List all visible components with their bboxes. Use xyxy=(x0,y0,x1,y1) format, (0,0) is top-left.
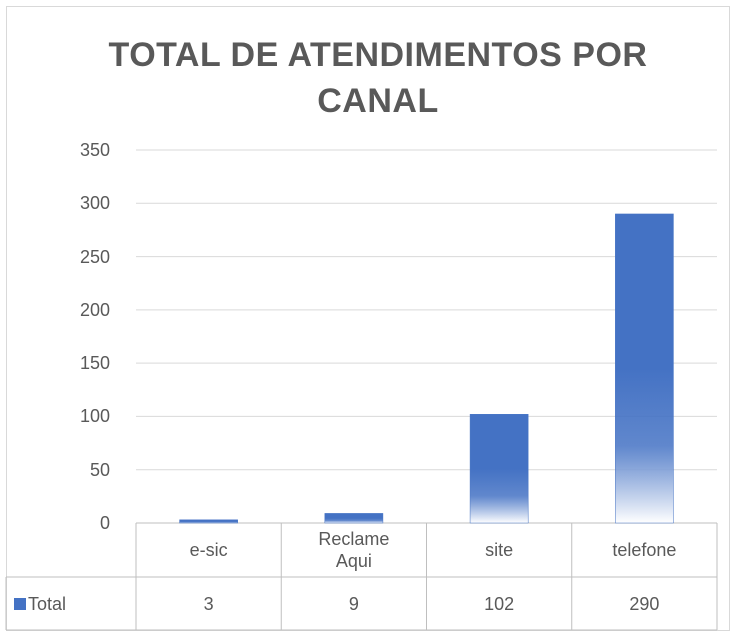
y-tick-label: 50 xyxy=(89,459,110,480)
table-value: 290 xyxy=(629,593,660,614)
x-tick-label: Reclame Aqui xyxy=(318,529,390,571)
y-tick-label: 350 xyxy=(79,140,110,160)
y-tick-label: 100 xyxy=(79,406,110,427)
x-tick-label: site xyxy=(485,540,514,560)
y-tick-label: 250 xyxy=(79,246,110,267)
legend-label: Total xyxy=(28,594,67,614)
y-tick-label: 300 xyxy=(79,193,110,214)
chart-border xyxy=(6,6,730,631)
table-value: 9 xyxy=(348,593,359,614)
x-tick-label: telefone xyxy=(612,540,677,560)
table-value: 3 xyxy=(203,593,214,614)
bar xyxy=(324,513,384,524)
y-tick-label: 0 xyxy=(99,513,110,533)
bar xyxy=(469,414,529,524)
legend-key xyxy=(14,598,26,610)
y-tick-label: 150 xyxy=(79,353,110,374)
table-value: 102 xyxy=(484,593,515,614)
bar xyxy=(179,519,238,524)
chart-title: TOTAL DE ATENDIMENTOS POR CANAL xyxy=(108,36,648,120)
bar xyxy=(615,213,674,524)
y-tick-label: 200 xyxy=(79,299,110,320)
x-tick-label: e-sic xyxy=(189,540,228,560)
